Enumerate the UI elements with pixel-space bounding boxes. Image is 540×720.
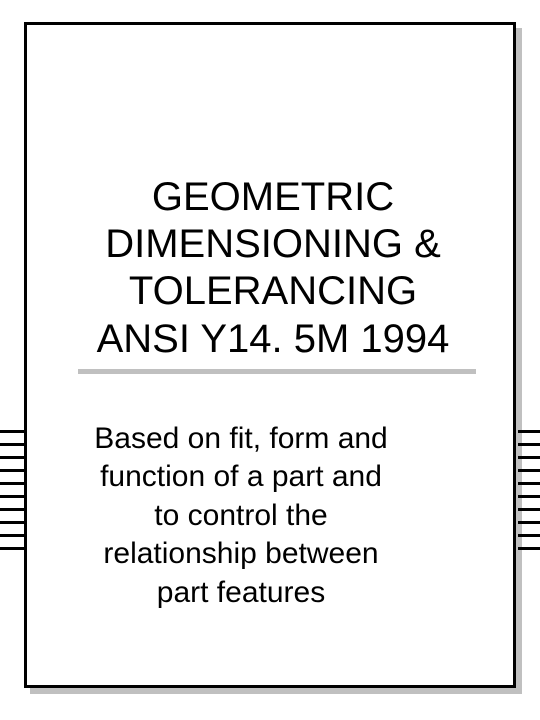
- title-line-1: GEOMETRIC: [152, 175, 394, 219]
- slide-title: GEOMETRIC DIMENSIONING & TOLERANCING ANS…: [68, 170, 478, 369]
- title-line-3: TOLERANCING: [129, 269, 417, 313]
- title-line-2: DIMENSIONING &: [105, 222, 441, 266]
- body-text: Based on fit, form and function of a par…: [86, 420, 396, 612]
- title-line-4: ANSI Y14. 5M 1994: [97, 317, 450, 361]
- slide-body: Based on fit, form and function of a par…: [86, 420, 396, 612]
- decorative-lines-left: [0, 430, 26, 600]
- decorative-lines-right: [518, 430, 540, 600]
